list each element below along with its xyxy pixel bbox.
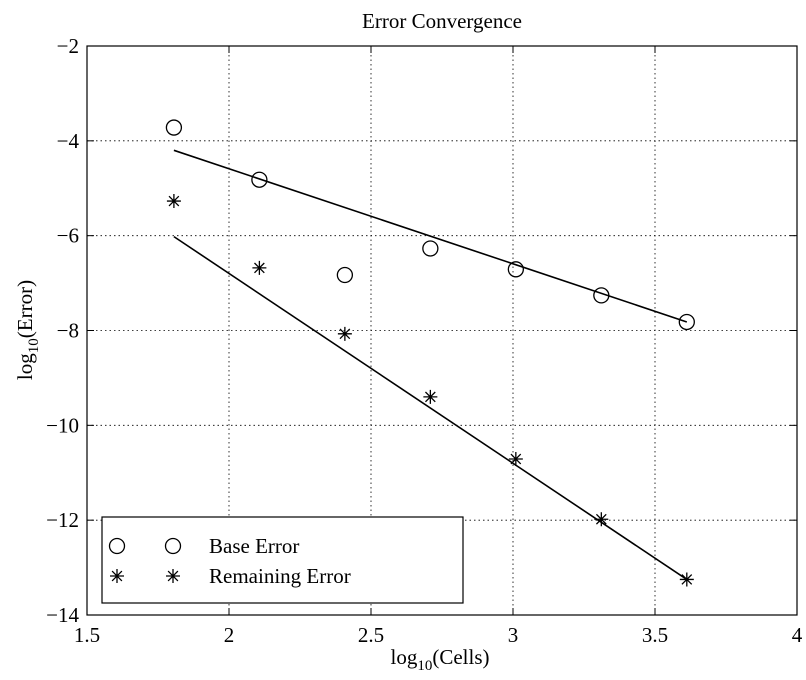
y-axis-label: log10(Error) [13, 280, 42, 380]
remaining-error-point-strokes [337, 326, 352, 341]
y-tick-label: −2 [57, 34, 79, 58]
legend: Base Error Remaining Error [101, 516, 464, 604]
base-error-point [422, 240, 439, 257]
base-error-point [251, 171, 268, 188]
x-axis-label-subscript: 10 [417, 658, 432, 674]
fit-line-base-error [173, 149, 688, 323]
y-tick-label: −8 [57, 319, 79, 343]
x-tick-label: 1.5 [74, 623, 100, 647]
y-axis-label-subscript: 10 [26, 338, 42, 353]
y-axis-label-prefix: log [13, 353, 37, 380]
remaining-error-point-strokes [423, 389, 438, 404]
remaining-error-point [423, 389, 438, 404]
remaining-error-point-strokes [252, 260, 267, 275]
y-tick-label: −14 [46, 603, 79, 627]
base-error-point [507, 261, 524, 278]
remaining-error-point-strokes [166, 194, 181, 209]
x-tick-label: 3.5 [642, 623, 668, 647]
x-axis-label: log10(Cells) [391, 645, 490, 674]
legend-circle-marker-2 [164, 537, 182, 555]
x-axis-label-suffix: (Cells) [432, 645, 489, 669]
remaining-error-point [337, 326, 352, 341]
remaining-error-point [594, 512, 609, 527]
legend-asterisk-marker-2-strokes [166, 569, 180, 583]
axis-ticks: 1.5 2 2.5 3 3.5 4 −14 −12 −10 −8 −6 −4 −2 [46, 34, 803, 647]
remaining-error-point-strokes [679, 572, 694, 587]
legend-asterisk-marker-2 [166, 569, 180, 583]
x-tick-label: 2 [224, 623, 235, 647]
legend-label-base-error: Base Error [209, 534, 299, 558]
remaining-error-point-strokes [594, 512, 609, 527]
legend-circle-marker-1 [108, 537, 126, 555]
x-tick-label: 4 [792, 623, 803, 647]
base-error-point [678, 313, 695, 331]
x-tick-label: 3 [508, 623, 519, 647]
remaining-error-point [166, 194, 181, 209]
base-error-point [336, 266, 354, 284]
y-tick-label: −12 [46, 508, 79, 532]
y-axis-label-suffix: (Error) [13, 280, 37, 338]
remaining-error-point [679, 572, 694, 587]
legend-label-remaining-error: Remaining Error [209, 564, 351, 588]
legend-asterisk-marker-1-strokes [110, 569, 124, 583]
x-axis-label-prefix: log [391, 645, 418, 669]
remaining-error-point [252, 260, 267, 275]
legend-asterisk-markers [110, 569, 180, 583]
y-tick-label: −10 [46, 413, 79, 437]
data-markers [165, 119, 695, 587]
legend-asterisk-marker-1 [110, 569, 124, 583]
remaining-error-point [508, 451, 523, 466]
chart-title: Error Convergence [362, 9, 522, 33]
y-tick-label: −4 [57, 129, 80, 153]
y-tick-label: −6 [57, 224, 79, 248]
legend-box [101, 516, 464, 604]
x-tick-label: 2.5 [358, 623, 384, 647]
remaining-error-point-strokes [508, 451, 523, 466]
base-error-point [165, 119, 183, 136]
base-error-point [593, 287, 610, 304]
